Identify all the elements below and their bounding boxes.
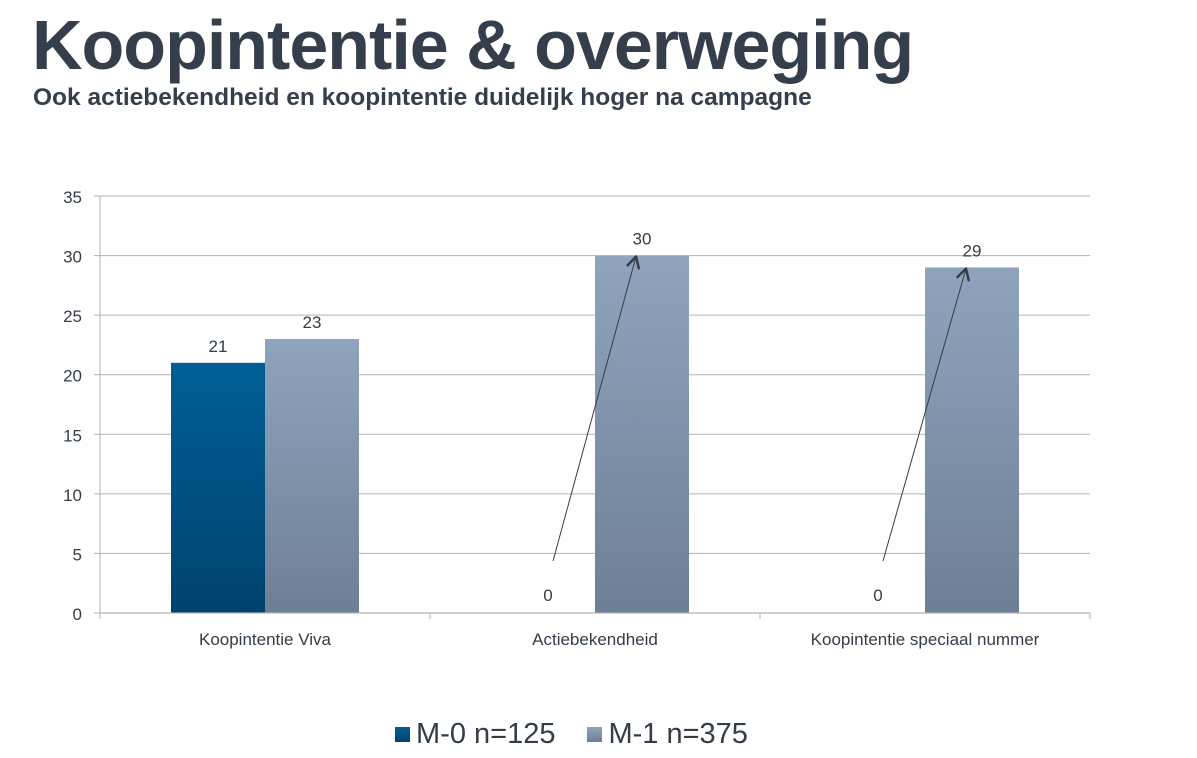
y-tick-label: 20 [63, 367, 82, 386]
y-tick-label: 0 [73, 605, 82, 624]
y-tick-label: 30 [63, 248, 82, 267]
bar [925, 267, 1019, 613]
page-subtitle: Ook actiebekendheid en koopintentie duid… [33, 84, 812, 111]
x-axis-tick-labels: Koopintentie Viva Actiebekendheid Koopinte… [199, 630, 1040, 649]
bar [595, 255, 689, 614]
x-tick-label: Koopintentie Viva [199, 630, 332, 649]
annotation-arrow-head [956, 267, 970, 282]
bar [265, 338, 359, 613]
x-tick-label: Actiebekendheid [532, 630, 658, 649]
x-axis [99, 612, 1091, 619]
legend-label-m0: M-0 n=125 [416, 718, 556, 750]
legend-swatch-m0 [395, 727, 410, 742]
legend-item-m1: M-1 n=375 [587, 718, 748, 751]
annotation-arrow-line [882, 268, 967, 562]
y-tick-label: 5 [73, 545, 82, 564]
data-label: 23 [303, 313, 322, 332]
bars [171, 255, 1019, 614]
legend-label-m1: M-1 n=375 [608, 718, 748, 750]
y-tick-label: 25 [63, 307, 82, 326]
legend: M-0 n=125 M-1 n=375 [395, 718, 780, 751]
data-label: 21 [209, 337, 228, 356]
legend-swatch-m1 [587, 727, 603, 742]
annotation-arrow-head [626, 255, 641, 270]
data-label: 29 [963, 241, 982, 260]
data-label: 0 [873, 586, 882, 605]
x-tick-label: Koopintentie speciaal nummer [811, 630, 1040, 649]
y-tick-label: 35 [63, 188, 82, 207]
y-axis-tick-labels: 0 5 10 15 20 25 30 35 [63, 188, 82, 624]
bar [171, 362, 265, 613]
y-tick-label: 15 [63, 426, 82, 445]
bar-chart: 0 5 10 15 20 25 30 35 21 23 0 30 0 29 Koopintentie V… [63, 188, 1091, 649]
page-title: Koopintentie & overweging [32, 6, 914, 84]
legend-item-m0: M-0 n=125 [395, 718, 555, 751]
data-label: 30 [633, 230, 652, 249]
y-tick-label: 10 [63, 486, 82, 505]
data-label: 0 [543, 586, 552, 605]
annotation-arrow-line [552, 256, 637, 562]
annotation-arrows [552, 255, 970, 562]
data-labels: 21 23 0 30 0 29 [209, 230, 982, 605]
